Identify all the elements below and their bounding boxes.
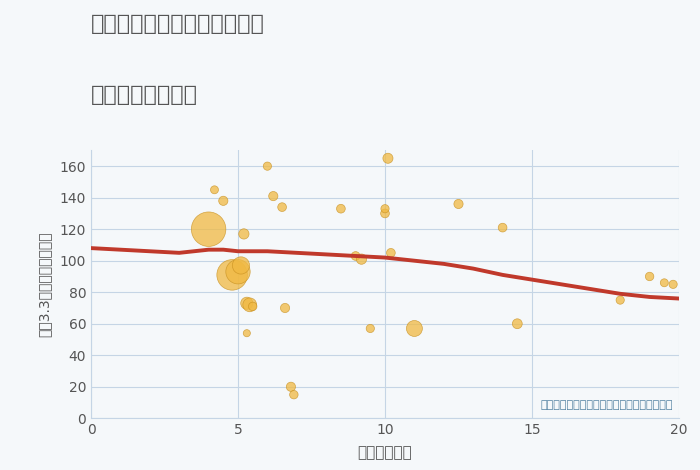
Point <box>241 299 253 307</box>
Point <box>286 383 297 391</box>
Point <box>512 320 523 328</box>
Point <box>335 205 346 212</box>
Point <box>615 297 626 304</box>
Point <box>379 205 391 212</box>
Point <box>238 230 249 238</box>
Point <box>267 192 279 200</box>
Point <box>659 279 670 287</box>
Point <box>668 281 679 288</box>
Point <box>382 155 393 162</box>
Text: 円の大きさは、取引のあった物件面積を示す: 円の大きさは、取引のあった物件面積を示す <box>540 400 673 410</box>
Point <box>644 273 655 280</box>
Point <box>350 252 361 260</box>
Point <box>247 303 258 310</box>
Text: 兵庫県西宮市山口町金仙寺の: 兵庫県西宮市山口町金仙寺の <box>91 14 265 34</box>
Point <box>244 301 256 309</box>
Point <box>241 329 253 337</box>
Point <box>218 197 229 204</box>
Point <box>203 226 214 233</box>
Point <box>356 255 367 263</box>
Point <box>262 163 273 170</box>
Point <box>379 210 391 217</box>
Point <box>279 304 290 312</box>
Point <box>288 391 300 399</box>
Point <box>385 249 396 257</box>
X-axis label: 駅距離（分）: 駅距離（分） <box>358 446 412 461</box>
Point <box>453 200 464 208</box>
Point <box>209 186 220 194</box>
Point <box>365 325 376 332</box>
Point <box>227 271 238 279</box>
Text: 駅距離別土地価格: 駅距離別土地価格 <box>91 85 198 105</box>
Point <box>276 204 288 211</box>
Point <box>232 268 244 275</box>
Point <box>497 224 508 231</box>
Y-axis label: 坪（3.3㎡）単価（万円）: 坪（3.3㎡）単価（万円） <box>37 232 51 337</box>
Point <box>235 262 246 269</box>
Point <box>409 325 420 332</box>
